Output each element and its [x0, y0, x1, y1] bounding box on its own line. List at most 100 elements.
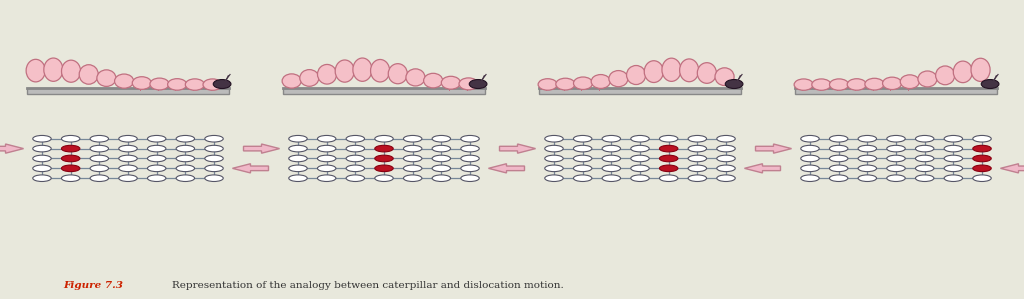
Ellipse shape [680, 59, 698, 82]
Ellipse shape [461, 145, 479, 152]
Ellipse shape [459, 78, 478, 90]
Ellipse shape [441, 76, 461, 89]
Ellipse shape [388, 64, 408, 84]
Bar [539, 88, 741, 94]
Ellipse shape [90, 135, 109, 142]
Ellipse shape [375, 155, 393, 162]
Ellipse shape [213, 80, 231, 89]
Ellipse shape [631, 155, 649, 162]
FancyArrow shape [244, 144, 280, 153]
Ellipse shape [829, 79, 849, 90]
Ellipse shape [97, 70, 116, 86]
Ellipse shape [403, 155, 422, 162]
Ellipse shape [631, 175, 649, 181]
Ellipse shape [461, 155, 479, 162]
Ellipse shape [887, 175, 905, 181]
Ellipse shape [289, 165, 307, 172]
Ellipse shape [432, 145, 451, 152]
FancyArrow shape [756, 144, 792, 153]
Ellipse shape [688, 155, 707, 162]
Ellipse shape [944, 155, 963, 162]
Bar [795, 88, 997, 94]
Ellipse shape [353, 58, 372, 81]
Ellipse shape [829, 175, 848, 181]
Ellipse shape [915, 155, 934, 162]
Ellipse shape [61, 175, 80, 181]
Ellipse shape [801, 135, 819, 142]
Ellipse shape [717, 145, 735, 152]
Ellipse shape [176, 165, 195, 172]
Ellipse shape [918, 71, 937, 87]
Ellipse shape [847, 79, 866, 90]
Ellipse shape [659, 175, 678, 181]
Ellipse shape [545, 175, 563, 181]
Ellipse shape [725, 80, 743, 89]
Ellipse shape [717, 165, 735, 172]
Ellipse shape [346, 135, 365, 142]
Ellipse shape [469, 80, 487, 89]
Ellipse shape [375, 135, 393, 142]
Ellipse shape [659, 135, 678, 142]
Ellipse shape [346, 165, 365, 172]
Ellipse shape [953, 61, 973, 83]
Ellipse shape [944, 135, 963, 142]
Ellipse shape [715, 68, 734, 86]
Ellipse shape [289, 175, 307, 181]
Ellipse shape [33, 135, 51, 142]
Ellipse shape [119, 135, 137, 142]
Ellipse shape [688, 135, 707, 142]
Ellipse shape [205, 165, 223, 172]
Ellipse shape [147, 145, 166, 152]
FancyArrow shape [232, 164, 268, 173]
Ellipse shape [61, 165, 80, 172]
Ellipse shape [185, 79, 205, 90]
Ellipse shape [973, 155, 991, 162]
Ellipse shape [461, 165, 479, 172]
Ellipse shape [283, 74, 301, 88]
Ellipse shape [203, 79, 222, 90]
Ellipse shape [432, 165, 451, 172]
Ellipse shape [375, 145, 393, 152]
Ellipse shape [829, 155, 848, 162]
Ellipse shape [132, 77, 152, 89]
Ellipse shape [61, 135, 80, 142]
Ellipse shape [119, 145, 137, 152]
Ellipse shape [973, 145, 991, 152]
Ellipse shape [317, 175, 336, 181]
Ellipse shape [403, 135, 422, 142]
Ellipse shape [90, 165, 109, 172]
Ellipse shape [688, 175, 707, 181]
Ellipse shape [688, 165, 707, 172]
Ellipse shape [33, 175, 51, 181]
Ellipse shape [858, 165, 877, 172]
FancyArrow shape [744, 164, 780, 173]
Ellipse shape [573, 155, 592, 162]
Ellipse shape [406, 69, 425, 86]
Ellipse shape [432, 135, 451, 142]
Ellipse shape [375, 165, 393, 172]
Ellipse shape [176, 155, 195, 162]
Ellipse shape [812, 79, 830, 90]
Ellipse shape [33, 165, 51, 172]
Ellipse shape [688, 145, 707, 152]
Ellipse shape [944, 175, 963, 181]
Ellipse shape [119, 175, 137, 181]
Ellipse shape [61, 155, 80, 162]
Ellipse shape [602, 155, 621, 162]
Ellipse shape [33, 155, 51, 162]
Ellipse shape [403, 175, 422, 181]
Ellipse shape [403, 145, 422, 152]
Ellipse shape [346, 155, 365, 162]
Ellipse shape [461, 135, 479, 142]
Ellipse shape [300, 70, 318, 86]
Text: Representation of the analogy between caterpillar and dislocation motion.: Representation of the analogy between ca… [172, 281, 564, 290]
Ellipse shape [829, 135, 848, 142]
Ellipse shape [801, 155, 819, 162]
FancyArrow shape [488, 164, 524, 173]
Ellipse shape [44, 58, 62, 81]
Ellipse shape [858, 145, 877, 152]
FancyArrow shape [0, 144, 24, 153]
Ellipse shape [887, 165, 905, 172]
Ellipse shape [317, 135, 336, 142]
Ellipse shape [176, 175, 195, 181]
